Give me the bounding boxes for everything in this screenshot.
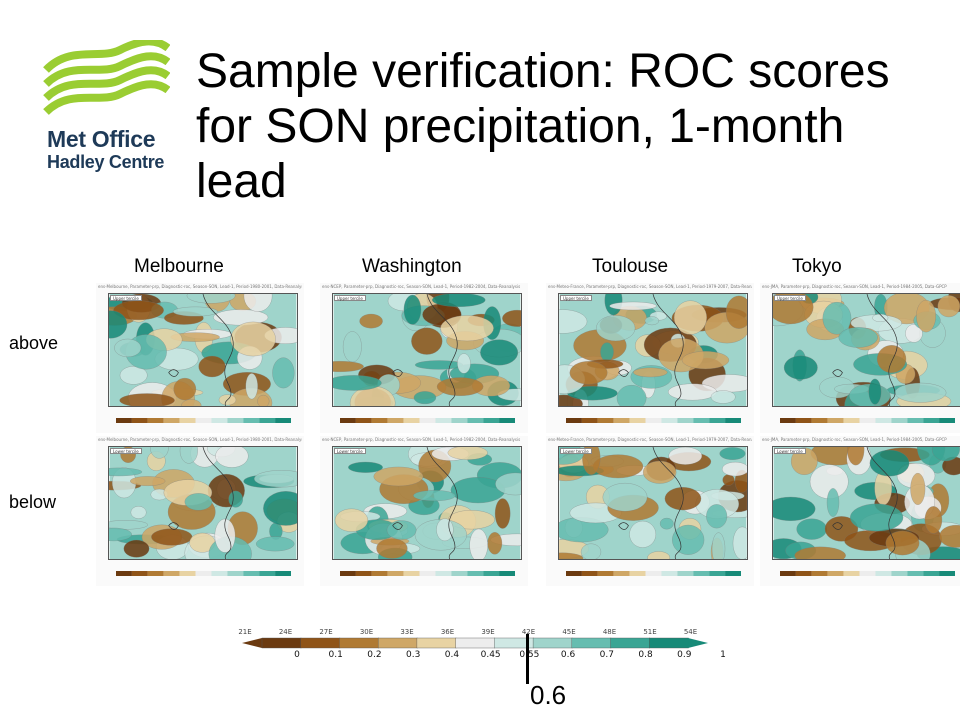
colorbar-bottom-label: 0.4 xyxy=(444,650,460,660)
roc-map-washington-below: ens-NCEP, Parameter-prp, Diagnostic-roc,… xyxy=(320,436,528,586)
roc-map-tokyo-below: ens-JMA, Parameter-prp, Diagnostic-roc, … xyxy=(760,436,960,586)
colorbar-swatch xyxy=(261,637,302,649)
logo-line2: Hadley Centre xyxy=(47,152,165,172)
colorbar-graphic xyxy=(242,637,708,649)
panel-header: ens-Meteo-France, Parameter-prp, Diagnos… xyxy=(548,284,752,289)
colorbar-bottom-label: 0 xyxy=(294,650,300,660)
slide-title: Sample verification: ROC scores for SON … xyxy=(196,45,890,208)
colorbar-bottom-label: 0.7 xyxy=(599,650,614,660)
colorbar-swatch xyxy=(300,637,341,649)
panel-header: ens-JMA, Parameter-prp, Diagnostic-roc, … xyxy=(762,284,947,289)
colorbar-bottom-label: 0.3 xyxy=(406,650,421,660)
column-label-tokyo: Tokyo xyxy=(792,256,842,277)
colorbar-top-label: 24E xyxy=(278,628,293,636)
colorbar-bottom-label: 0.1 xyxy=(328,650,343,660)
colorbar-top-label: 39E xyxy=(481,628,495,636)
colorbar-swatch xyxy=(416,637,457,649)
panel-header: ens-Melbourne, Parameter-prp, Diagnostic… xyxy=(98,284,302,289)
colorbar-top-label: 33E xyxy=(400,628,414,636)
tercile-tag: Upper tercile xyxy=(560,295,592,301)
panel-colorbar xyxy=(340,571,515,576)
colorbar-swatch xyxy=(455,637,496,649)
colorbar-swatch xyxy=(532,637,573,649)
roc-map-tokyo-above: ens-JMA, Parameter-prp, Diagnostic-roc, … xyxy=(760,283,960,433)
panel-colorbar xyxy=(780,418,955,423)
colorbar-bottom-label: 0.45 xyxy=(480,650,501,660)
colorbar-top-label: 45E xyxy=(562,628,576,636)
colorbar-bottom-label: 0.8 xyxy=(638,650,653,660)
column-label-toulouse: Toulouse xyxy=(592,256,669,277)
colorbar-top-label: 48E xyxy=(602,628,617,636)
colorbar-top-label: 51E xyxy=(643,628,657,636)
panel-colorbar xyxy=(566,418,741,423)
colorbar-bottom-label: 0.9 xyxy=(677,650,692,660)
colorbar-swatch xyxy=(610,637,650,649)
roc-map-melbourne-below: ens-Melbourne, Parameter-prp, Diagnostic… xyxy=(96,436,304,586)
precip-roc-contour-map xyxy=(332,446,522,560)
tercile-tag: Lower tercile xyxy=(334,448,366,454)
precip-roc-contour-map xyxy=(332,293,522,407)
roc-map-washington-above: ens-NCEP, Parameter-prp, Diagnostic-roc,… xyxy=(320,283,528,433)
tercile-tag: Lower tercile xyxy=(774,448,806,454)
row-label-below: below xyxy=(9,492,57,512)
panel-colorbar xyxy=(566,571,741,576)
roc-colorbar: 21E 24E 27E 30E 33E 36E 39E 42E 45E 48E 51E 54E 0 0.… xyxy=(238,628,726,668)
colorbar-swatch xyxy=(571,637,612,649)
met-office-logo: Met Office Hadley Centre xyxy=(40,40,170,180)
colorbar-top-label: 30E xyxy=(359,628,374,636)
column-label-washington: Washington xyxy=(362,256,462,277)
colorbar-bottom-label: 0.6 xyxy=(560,650,576,660)
colorbar-left-arrow xyxy=(242,638,262,648)
panel-header: ens-NCEP, Parameter-prp, Diagnostic-roc,… xyxy=(322,437,521,442)
panel-header: ens-Melbourne, Parameter-prp, Diagnostic… xyxy=(98,437,302,442)
logo-waves-icon xyxy=(43,40,170,116)
panel-header: ens-JMA, Parameter-prp, Diagnostic-roc, … xyxy=(762,437,947,442)
colorbar-right-arrow xyxy=(688,638,708,648)
tercile-tag: Upper tercile xyxy=(334,295,366,301)
precip-roc-contour-map xyxy=(108,293,298,407)
tercile-tag: Lower tercile xyxy=(560,448,592,454)
panel-header: ens-NCEP, Parameter-prp, Diagnostic-roc,… xyxy=(322,284,521,289)
roc-map-melbourne-above: ens-Melbourne, Parameter-prp, Diagnostic… xyxy=(96,283,304,433)
colorbar-top-label: 42E xyxy=(521,628,536,636)
colorbar-swatch xyxy=(377,637,418,649)
colorbar-top-label: 27E xyxy=(319,628,333,636)
threshold-marker xyxy=(526,634,529,684)
colorbar-swatch xyxy=(339,637,379,649)
precip-roc-contour-map xyxy=(772,293,960,407)
threshold-marker-label: 0.6 xyxy=(530,680,567,710)
panel-header: ens-Meteo-France, Parameter-prp, Diagnos… xyxy=(548,437,752,442)
tercile-tag: Lower tercile xyxy=(110,448,142,454)
precip-roc-contour-map xyxy=(558,446,748,560)
precip-roc-contour-map xyxy=(772,446,960,560)
colorbar-top-label: 36E xyxy=(440,628,455,636)
logo-line1: Met Office xyxy=(47,126,156,152)
colorbar-bottom-label: 0.2 xyxy=(367,650,382,660)
colorbar-top-label: 21E xyxy=(238,628,252,636)
colorbar-top-label: 54E xyxy=(683,628,698,636)
roc-map-toulouse-above: ens-Meteo-France, Parameter-prp, Diagnos… xyxy=(546,283,754,433)
colorbar-bottom-label: 0.55 xyxy=(519,650,540,660)
tercile-tag: Upper tercile xyxy=(774,295,806,301)
panel-colorbar xyxy=(780,571,955,576)
panel-colorbar xyxy=(116,571,291,576)
colorbar-swatch xyxy=(649,637,689,649)
precip-roc-contour-map xyxy=(108,446,298,560)
panel-colorbar xyxy=(340,418,515,423)
precip-roc-contour-map xyxy=(558,293,748,407)
colorbar-bottom-label: 1 xyxy=(720,650,726,660)
tercile-tag: Upper tercile xyxy=(110,295,142,301)
row-label-above: above xyxy=(9,333,59,353)
column-label-melbourne: Melbourne xyxy=(134,256,224,277)
panel-colorbar xyxy=(116,418,291,423)
roc-map-toulouse-below: ens-Meteo-France, Parameter-prp, Diagnos… xyxy=(546,436,754,586)
